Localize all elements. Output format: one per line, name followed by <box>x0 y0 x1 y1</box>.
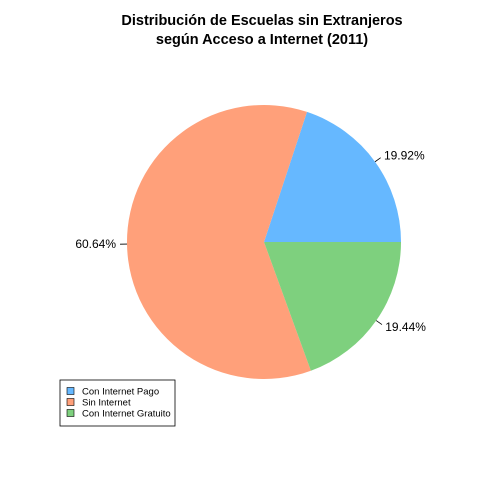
pie-slices <box>126 104 401 379</box>
pie-slice-sin-internet <box>126 104 311 379</box>
slice-label-con-internet-gratuito: 19.44% <box>385 320 426 334</box>
legend-box <box>59 379 176 427</box>
legend-label-con-internet-pago: Con Internet Pago <box>82 386 159 397</box>
slice-label-tick-con-internet-pago <box>374 157 381 163</box>
legend-label-con-internet-gratuito: Con Internet Gratuito <box>82 408 171 419</box>
legend-label-sin-internet: Sin Internet <box>82 397 131 408</box>
chart-title-line-1: Distribución de Escuelas sin Extranjeros <box>121 13 402 29</box>
chart-title-line-2: según Acceso a Internet (2011) <box>156 32 368 48</box>
slice-label-tick-con-internet-gratuito <box>376 320 383 325</box>
pie-slice-con-internet-gratuito <box>264 242 401 371</box>
slice-labels: 19.92% 60.64% 19.44% <box>75 148 426 334</box>
legend-swatch-con-internet-gratuito <box>66 409 75 417</box>
slice-label-sin-internet: 60.64% <box>75 237 116 251</box>
slice-label-con-internet-pago: 19.92% <box>384 148 425 162</box>
pie-slice-con-internet-pago <box>264 111 401 242</box>
legend-swatch-con-internet-pago <box>66 387 75 395</box>
legend-swatch-sin-internet <box>66 398 75 406</box>
